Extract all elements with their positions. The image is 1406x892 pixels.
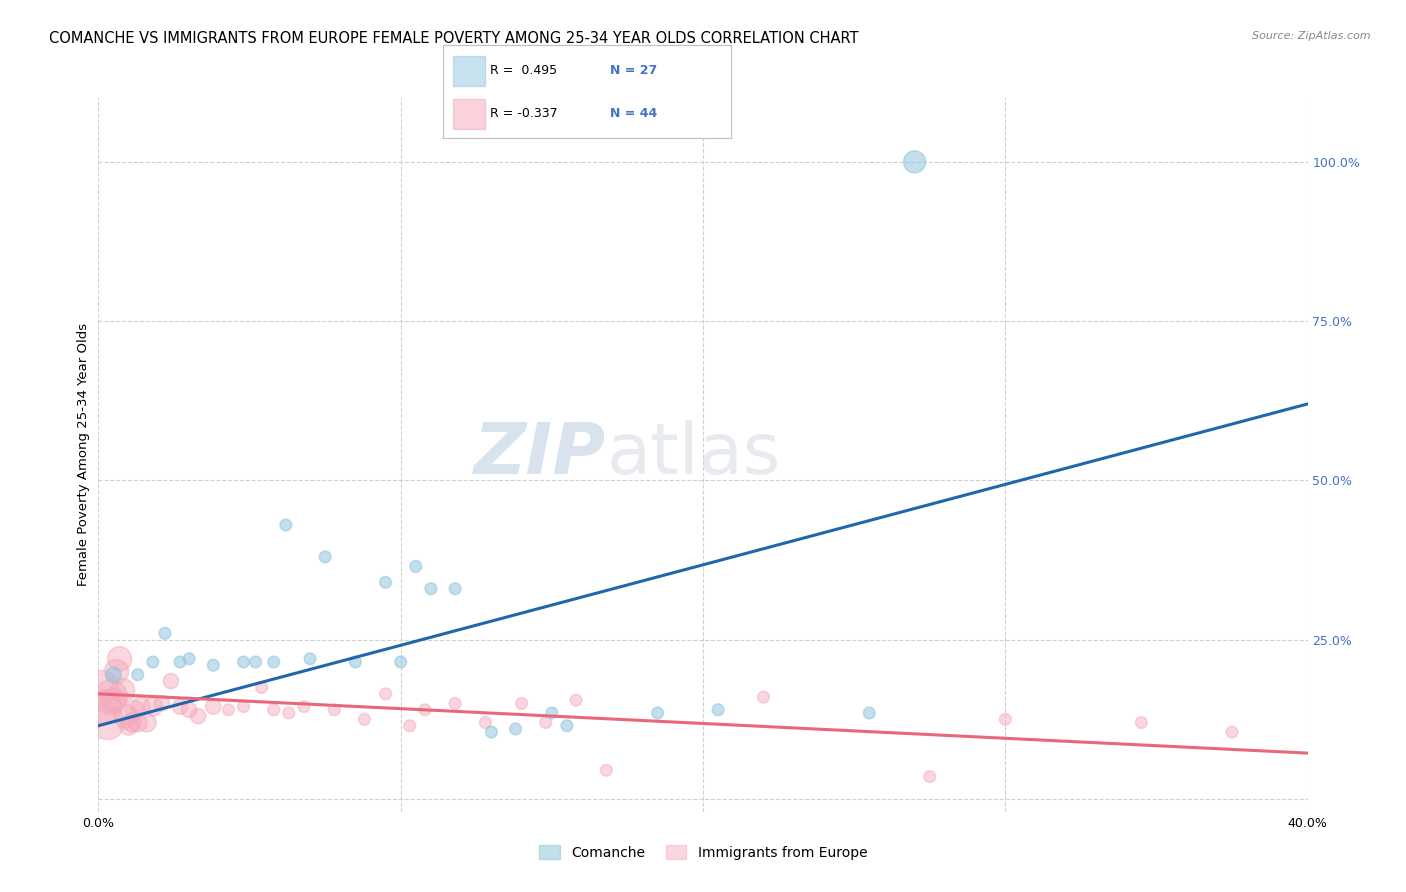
Point <box>127 667 149 681</box>
Point <box>994 712 1017 726</box>
Point <box>142 699 165 714</box>
Point <box>540 706 562 720</box>
Point <box>263 655 285 669</box>
Point <box>96 715 118 730</box>
Point <box>179 652 201 666</box>
Point <box>121 715 143 730</box>
FancyBboxPatch shape <box>453 99 485 129</box>
Point <box>93 699 115 714</box>
Text: Source: ZipAtlas.com: Source: ZipAtlas.com <box>1253 31 1371 41</box>
Point <box>202 658 225 673</box>
Point <box>510 697 533 711</box>
Point <box>179 703 201 717</box>
Point <box>103 667 125 681</box>
Point <box>918 770 941 784</box>
Legend: Comanche, Immigrants from Europe: Comanche, Immigrants from Europe <box>533 839 873 865</box>
Point <box>1220 725 1243 739</box>
Text: R =  0.495: R = 0.495 <box>491 64 558 78</box>
Point <box>292 699 315 714</box>
Point <box>277 706 299 720</box>
Point <box>707 703 730 717</box>
Point <box>647 706 669 720</box>
Point <box>405 559 427 574</box>
Point <box>103 693 125 707</box>
Point <box>111 683 134 698</box>
Point <box>169 699 191 714</box>
Point <box>555 719 578 733</box>
Point <box>904 154 927 169</box>
Point <box>250 681 273 695</box>
Point <box>135 715 157 730</box>
Point <box>444 582 467 596</box>
Point <box>481 725 503 739</box>
Point <box>398 719 420 733</box>
Point <box>374 687 396 701</box>
Text: N = 27: N = 27 <box>610 64 658 78</box>
Point <box>752 690 775 704</box>
Point <box>353 712 375 726</box>
Point <box>858 706 880 720</box>
Point <box>413 703 436 717</box>
Point <box>127 715 149 730</box>
Point <box>274 518 297 533</box>
Point <box>142 655 165 669</box>
FancyBboxPatch shape <box>453 56 485 86</box>
Point <box>90 681 112 695</box>
Point <box>444 697 467 711</box>
Y-axis label: Female Poverty Among 25-34 Year Olds: Female Poverty Among 25-34 Year Olds <box>77 324 90 586</box>
Point <box>114 709 136 723</box>
Point <box>595 764 617 778</box>
Point <box>169 655 191 669</box>
Point <box>100 690 122 704</box>
Point <box>474 715 496 730</box>
Point <box>153 626 176 640</box>
Point <box>374 575 396 590</box>
Point <box>534 715 557 730</box>
Point <box>217 703 239 717</box>
Text: atlas: atlas <box>606 420 780 490</box>
Point <box>299 652 322 666</box>
Point <box>108 652 131 666</box>
Point <box>565 693 588 707</box>
Point <box>344 655 367 669</box>
Point <box>124 703 146 717</box>
Point <box>118 719 141 733</box>
Point <box>187 709 209 723</box>
Point <box>129 699 152 714</box>
Point <box>232 699 254 714</box>
Point <box>105 665 128 679</box>
Text: COMANCHE VS IMMIGRANTS FROM EUROPE FEMALE POVERTY AMONG 25-34 YEAR OLDS CORRELAT: COMANCHE VS IMMIGRANTS FROM EUROPE FEMAL… <box>49 31 859 46</box>
Point <box>245 655 267 669</box>
Text: ZIP: ZIP <box>474 420 606 490</box>
Point <box>160 674 183 689</box>
Point <box>232 655 254 669</box>
Point <box>505 722 527 736</box>
Text: R = -0.337: R = -0.337 <box>491 107 558 120</box>
Point <box>420 582 443 596</box>
Point <box>202 699 225 714</box>
Text: N = 44: N = 44 <box>610 107 658 120</box>
Point <box>323 703 346 717</box>
Point <box>263 703 285 717</box>
Point <box>314 549 336 564</box>
Point <box>389 655 412 669</box>
Point <box>1130 715 1153 730</box>
Point <box>150 697 173 711</box>
